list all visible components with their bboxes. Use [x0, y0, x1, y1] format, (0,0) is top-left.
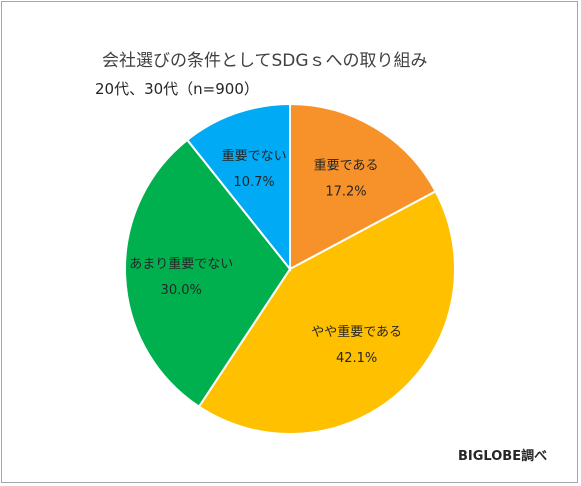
slice-value-not-very-important: 30.0% — [161, 283, 202, 298]
slice-value-important: 17.2% — [325, 185, 366, 200]
pie-slice-not-important — [185, 102, 291, 272]
slice-label-not-very-important: あまり重要でない — [129, 256, 233, 272]
pie-slice-somewhat-important — [197, 189, 456, 435]
slice-label-not-important: 重要でない — [222, 148, 287, 164]
source-note: BIGLOBE調べ — [458, 449, 548, 464]
slice-label-important: 重要である — [314, 158, 379, 174]
chart-subtitle: 20代、30代（n=900） — [95, 80, 259, 98]
pie-slice-not-very-important — [124, 138, 292, 409]
slice-value-somewhat-important: 42.1% — [336, 351, 377, 366]
slice-value-not-important: 10.7% — [233, 175, 274, 190]
slice-label-somewhat-important: やや重要である — [311, 324, 402, 340]
chart-title: 会社選びの条件としてSDGｓへの取り組み — [102, 51, 428, 71]
pie-slice-important — [289, 102, 437, 271]
